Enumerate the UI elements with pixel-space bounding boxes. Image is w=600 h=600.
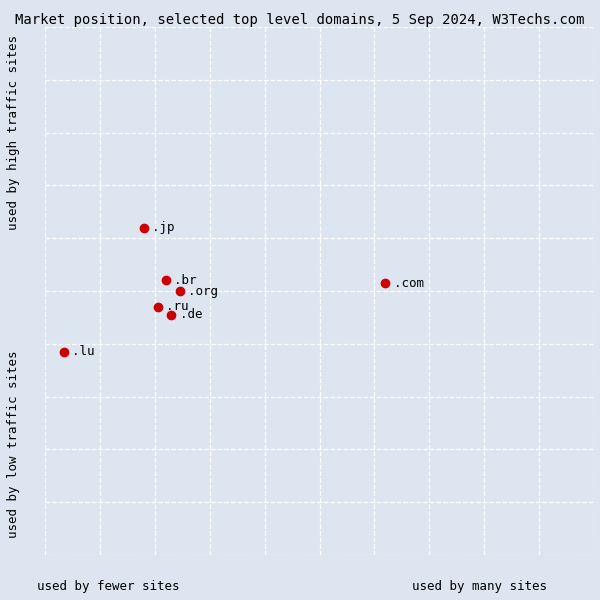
Text: used by low traffic sites: used by low traffic sites <box>7 350 20 538</box>
Text: .lu: .lu <box>73 345 95 358</box>
Text: used by high traffic sites: used by high traffic sites <box>7 34 20 229</box>
Text: .com: .com <box>394 277 424 290</box>
Text: used by fewer sites: used by fewer sites <box>37 580 179 593</box>
Text: used by many sites: used by many sites <box>413 580 548 593</box>
Text: .ru: .ru <box>166 301 188 313</box>
Text: .de: .de <box>179 308 202 321</box>
Text: .br: .br <box>174 274 197 287</box>
Text: Market position, selected top level domains, 5 Sep 2024, W3Techs.com: Market position, selected top level doma… <box>15 13 585 27</box>
Text: .org: .org <box>188 284 218 298</box>
Text: .jp: .jp <box>152 221 175 234</box>
